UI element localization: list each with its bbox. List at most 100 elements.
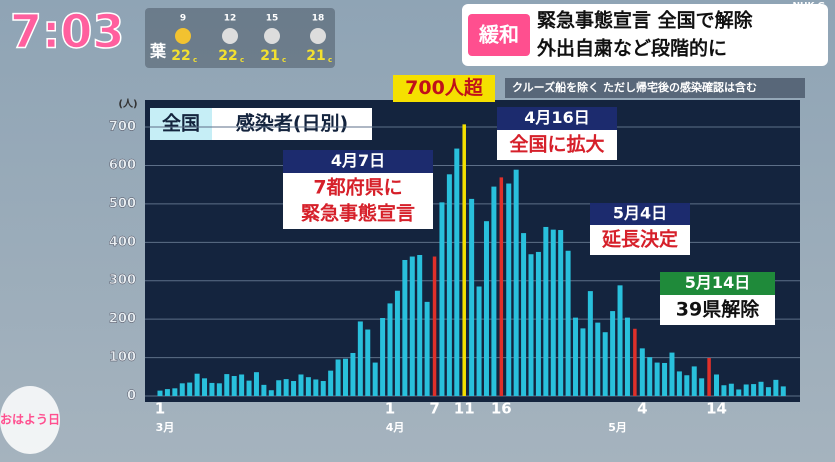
- bar: [647, 357, 653, 396]
- bar: [335, 359, 341, 396]
- bar: [305, 377, 311, 396]
- title-box: [212, 108, 372, 140]
- bar: [454, 148, 460, 396]
- weather-place: 葉: [149, 42, 167, 61]
- weather-hour: 12: [224, 14, 237, 24]
- weather-temp: 22: [171, 48, 190, 64]
- program-logo: おはよう日: [0, 413, 60, 427]
- callout-header-box: [283, 150, 433, 173]
- callout-body: 延長決定: [601, 229, 678, 251]
- bar: [506, 183, 512, 396]
- callout-header: 4月7日: [331, 151, 385, 170]
- bar: [676, 371, 682, 396]
- bar: [372, 362, 378, 396]
- bar: [365, 329, 371, 396]
- bar: [209, 382, 215, 396]
- bar: [476, 286, 482, 396]
- bar: [765, 387, 771, 396]
- y-tick-label: 0: [127, 389, 136, 404]
- weather-hour: 18: [312, 14, 325, 24]
- bar: [558, 230, 564, 396]
- weather-temp: 22: [218, 48, 237, 64]
- x-tick-label: 14: [706, 400, 727, 418]
- bar: [439, 202, 445, 396]
- callout-body-box: [660, 295, 775, 325]
- bar: [513, 169, 519, 396]
- x-tick-label: 11: [454, 400, 475, 418]
- callout-body-box: [283, 173, 433, 229]
- y-tick-label: 300: [109, 273, 136, 288]
- weather-icon: [175, 28, 191, 44]
- bar: [224, 374, 230, 396]
- callout-header: 700人超: [405, 76, 484, 99]
- bar: [298, 374, 304, 396]
- title-tag-box: [150, 108, 212, 140]
- bar: [707, 357, 711, 396]
- bar: [624, 317, 630, 396]
- callout-body-box: [590, 225, 690, 255]
- bar: [179, 383, 185, 396]
- bar: [402, 259, 408, 396]
- bar: [313, 379, 319, 396]
- callout-header-box: [660, 272, 775, 295]
- bar: [617, 285, 623, 396]
- bar: [595, 322, 601, 396]
- program-logo-bg: [0, 386, 60, 454]
- bar: [350, 352, 356, 396]
- callout-header: 5月14日: [685, 273, 750, 292]
- weather-hour: 9: [180, 14, 186, 24]
- y-tick-label: 700: [109, 120, 136, 135]
- bar: [721, 385, 727, 396]
- bar: [521, 233, 527, 396]
- bar: [328, 370, 334, 396]
- temp-unit: c: [282, 56, 286, 64]
- chart-title: 感染者(日別): [236, 112, 348, 135]
- callout-header: 4月16日: [524, 108, 589, 127]
- temp-unit: c: [328, 56, 332, 64]
- bar: [662, 362, 668, 396]
- bar: [751, 384, 757, 396]
- bar: [380, 318, 386, 396]
- y-tick-label: 100: [109, 350, 136, 365]
- y-unit: (人): [118, 98, 137, 110]
- headline-2: 外出自粛など段階的に: [536, 37, 727, 60]
- bar: [357, 321, 363, 396]
- bar: [728, 383, 734, 396]
- bar: [602, 332, 608, 396]
- x-tick-label: 1: [385, 400, 395, 418]
- bar: [483, 221, 489, 396]
- callout-header-box: [590, 203, 690, 225]
- month-label: 4月: [386, 421, 405, 434]
- channel-logo: NHK G: [792, 2, 825, 12]
- bar: [780, 386, 786, 396]
- bar: [469, 198, 475, 396]
- bar: [587, 291, 593, 396]
- bar: [550, 229, 556, 396]
- bar: [343, 358, 348, 396]
- bar: [417, 254, 423, 396]
- tag-box: [468, 14, 530, 56]
- weather-box: [145, 8, 335, 68]
- weather-temp: 21: [306, 48, 325, 64]
- bar: [654, 362, 660, 396]
- bar: [691, 366, 697, 396]
- y-tick-label: 200: [109, 312, 136, 327]
- bar: [202, 378, 208, 396]
- callout-header: 5月4日: [613, 204, 667, 223]
- bar: [268, 390, 274, 396]
- bar: [261, 384, 267, 396]
- bar: [164, 389, 170, 396]
- weather-icon: [222, 28, 238, 44]
- y-tick-label: 600: [109, 158, 136, 173]
- bar: [699, 378, 705, 396]
- callout-body: 7都府県に: [313, 177, 402, 199]
- note: クルーズ船を除く ただし帰宅後の感染確認は含む: [512, 80, 757, 94]
- weather-hour: 15: [266, 14, 279, 24]
- callout-body-box: [497, 130, 617, 160]
- callout-header-box: [497, 107, 617, 130]
- bar: [543, 226, 549, 396]
- bar: [387, 303, 393, 396]
- bar: [565, 250, 571, 396]
- bar: [157, 390, 163, 396]
